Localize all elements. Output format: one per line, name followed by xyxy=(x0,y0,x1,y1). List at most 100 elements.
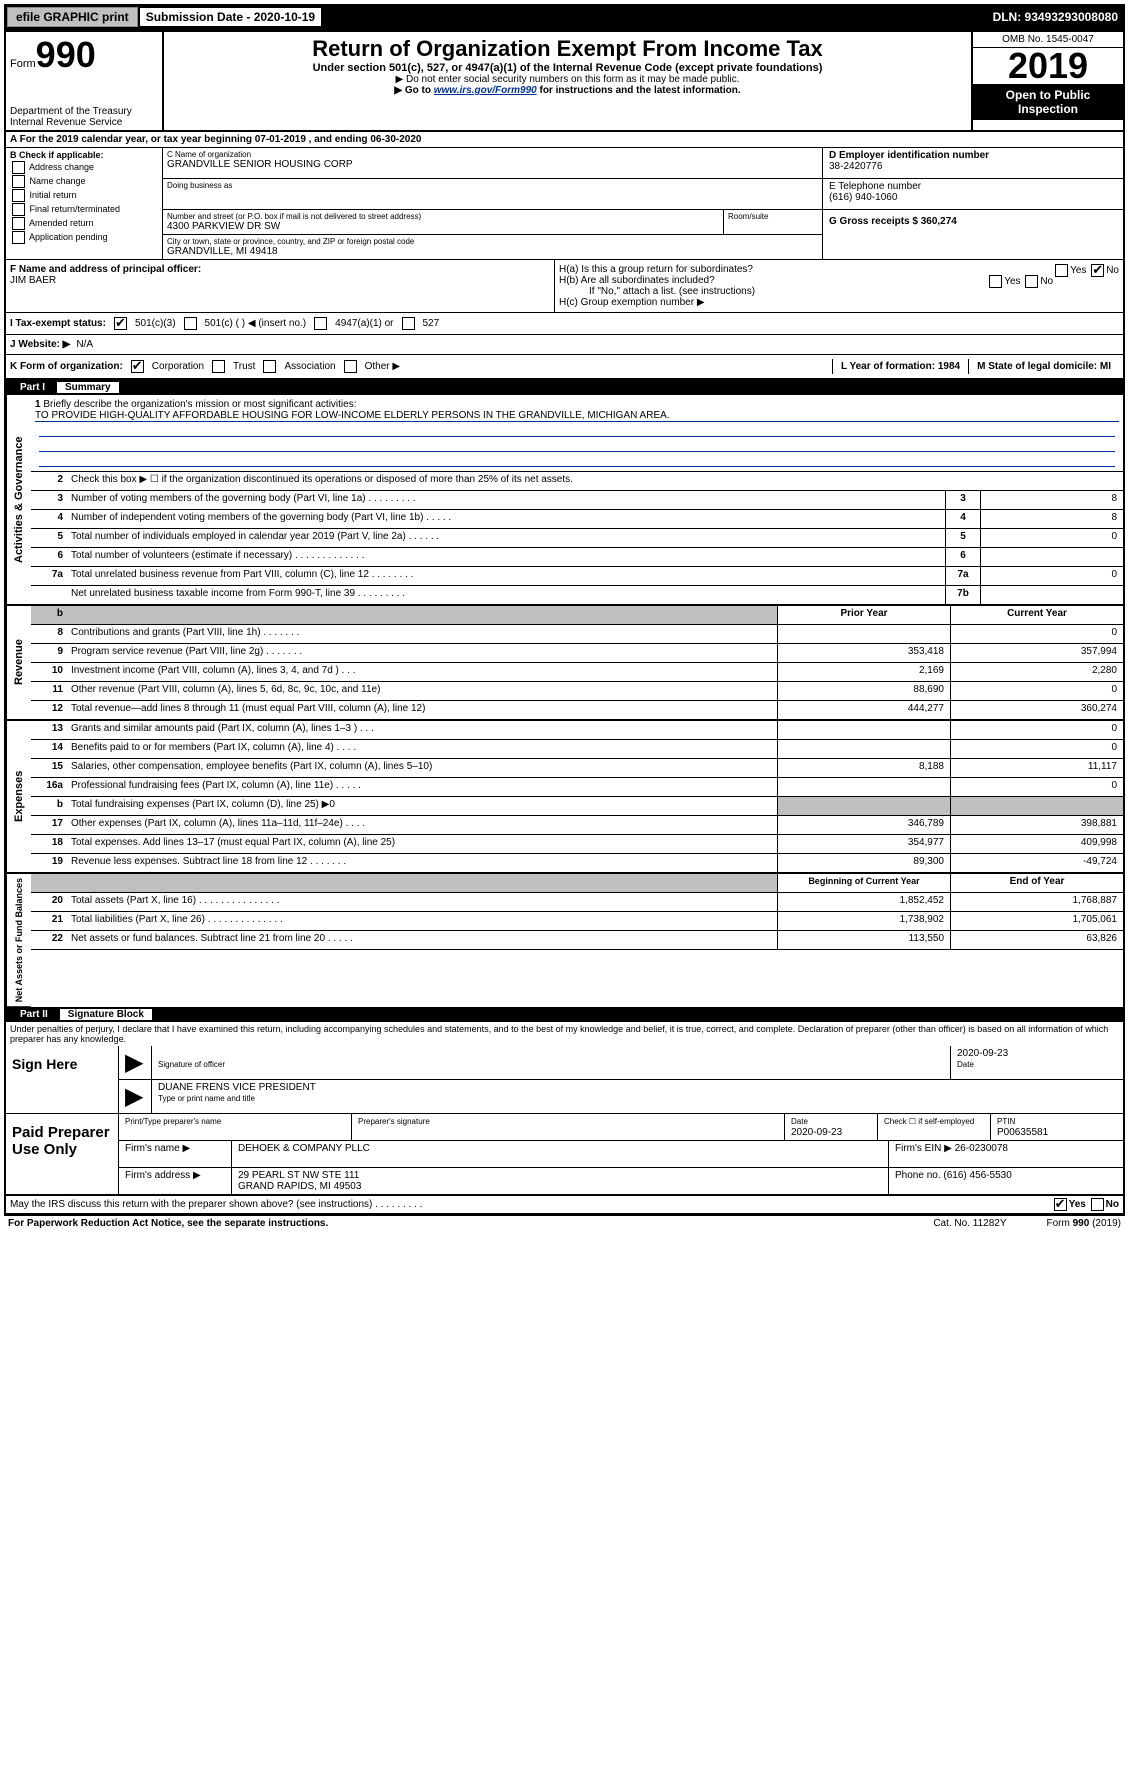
check-other[interactable] xyxy=(344,360,357,373)
current-val: 357,994 xyxy=(950,644,1123,662)
check-assoc[interactable] xyxy=(263,360,276,373)
current-val: 2,280 xyxy=(950,663,1123,681)
check-527[interactable] xyxy=(402,317,415,330)
officer-name: JIM BAER xyxy=(10,275,56,286)
firm-ein-label: Firm's EIN ▶ xyxy=(895,1143,952,1154)
current-val xyxy=(950,797,1123,815)
part2-header: Part II Signature Block xyxy=(6,1007,1123,1022)
officer-label: F Name and address of principal officer: xyxy=(10,264,201,275)
firm-addr1: 29 PEARL ST NW STE 111 xyxy=(238,1170,359,1181)
firm-name-label: Firm's name ▶ xyxy=(119,1141,232,1167)
dln: DLN: 93493293008080 xyxy=(987,8,1124,26)
check-name-change[interactable] xyxy=(12,175,25,188)
check-final[interactable] xyxy=(12,203,25,216)
tax-year: 2019 xyxy=(973,48,1123,84)
tab-governance: Activities & Governance xyxy=(6,395,31,605)
current-val: 0 xyxy=(950,682,1123,700)
check-501c3[interactable] xyxy=(114,317,127,330)
check-pending[interactable] xyxy=(12,231,25,244)
col-b-header: B Check if applicable: xyxy=(10,150,104,160)
city-label: City or town, state or province, country… xyxy=(167,237,818,246)
discuss-yes[interactable] xyxy=(1054,1198,1067,1211)
line-desc: Total liabilities (Part X, line 26) . . … xyxy=(67,912,777,930)
ptin: P00635581 xyxy=(997,1127,1048,1138)
prep-date: 2020-09-23 xyxy=(791,1127,842,1138)
hb-label: H(b) Are all subordinates included? xyxy=(559,275,715,286)
dba-label: Doing business as xyxy=(167,181,818,190)
header-current: Current Year xyxy=(950,606,1123,624)
check-initial[interactable] xyxy=(12,189,25,202)
ha-no[interactable] xyxy=(1091,264,1104,277)
efile-print-button[interactable]: efile GRAPHIC print xyxy=(7,7,138,27)
prior-val: 346,789 xyxy=(777,816,950,834)
firm-name: DEHOEK & COMPANY PLLC xyxy=(232,1141,889,1167)
tab-expenses: Expenses xyxy=(6,721,31,873)
prep-sig-label: Preparer's signature xyxy=(358,1117,430,1126)
hb-no[interactable] xyxy=(1025,275,1038,288)
paid-preparer-label: Paid Preparer Use Only xyxy=(6,1114,119,1194)
current-val: 0 xyxy=(950,721,1123,739)
label-trust: Trust xyxy=(233,361,255,372)
line-desc: Total assets (Part X, line 16) . . . . .… xyxy=(67,893,777,911)
prior-val: 89,300 xyxy=(777,854,950,872)
line-desc: Total revenue—add lines 8 through 11 (mu… xyxy=(67,701,777,719)
name-title-label: Type or print name and title xyxy=(158,1094,255,1103)
val3: 8 xyxy=(980,491,1123,509)
label-other: Other ▶ xyxy=(365,361,400,372)
check-trust[interactable] xyxy=(212,360,225,373)
street-address: 4300 PARKVIEW DR SW xyxy=(167,221,719,232)
state-domicile: M State of legal domicile: MI xyxy=(968,359,1119,374)
line-desc: Total expenses. Add lines 13–17 (must eq… xyxy=(67,835,777,853)
line-desc: Other revenue (Part VIII, column (A), li… xyxy=(67,682,777,700)
line-desc: Grants and similar amounts paid (Part IX… xyxy=(67,721,777,739)
label-527: 527 xyxy=(423,318,440,329)
label-corp: Corporation xyxy=(152,361,204,372)
discuss-no[interactable] xyxy=(1091,1198,1104,1211)
current-val: 398,881 xyxy=(950,816,1123,834)
name-label: C Name of organization xyxy=(167,150,818,159)
firm-phone-label: Phone no. xyxy=(895,1170,941,1181)
line3: Number of voting members of the governin… xyxy=(67,491,945,509)
ha-yes[interactable] xyxy=(1055,264,1068,277)
line-desc: Total fundraising expenses (Part IX, col… xyxy=(67,797,777,815)
label-final: Final return/terminated xyxy=(30,204,121,214)
prior-val: 88,690 xyxy=(777,682,950,700)
label-4947: 4947(a)(1) or xyxy=(335,318,393,329)
hb-yes[interactable] xyxy=(989,275,1002,288)
officer-printed-name: DUANE FRENS VICE PRESIDENT xyxy=(158,1082,316,1093)
firm-phone: (616) 456-5530 xyxy=(943,1170,1011,1181)
ha-label: H(a) Is this a group return for subordin… xyxy=(559,264,753,275)
line-desc: Other expenses (Part IX, column (A), lin… xyxy=(67,816,777,834)
row-k-label: K Form of organization: xyxy=(10,361,123,372)
line1-label: Briefly describe the organization's miss… xyxy=(43,399,356,410)
line-desc: Net assets or fund balances. Subtract li… xyxy=(67,931,777,949)
check-4947[interactable] xyxy=(314,317,327,330)
year-formation: L Year of formation: 1984 xyxy=(832,359,968,374)
ein: 38-2420776 xyxy=(829,161,882,172)
line-desc: Program service revenue (Part VIII, line… xyxy=(67,644,777,662)
label-501c3: 501(c)(3) xyxy=(135,318,176,329)
label-501c: 501(c) ( ) ◀ (insert no.) xyxy=(205,318,307,329)
form-container: Form990 Department of the Treasury Inter… xyxy=(4,30,1125,1216)
check-address-change[interactable] xyxy=(12,161,25,174)
room-label: Room/suite xyxy=(728,212,818,221)
irs-link[interactable]: www.irs.gov/Form990 xyxy=(434,85,537,96)
form-footer: Form 990 (2019) xyxy=(1047,1218,1121,1229)
discuss-question: May the IRS discuss this return with the… xyxy=(10,1199,422,1210)
check-amended[interactable] xyxy=(12,217,25,230)
pra-notice: For Paperwork Reduction Act Notice, see … xyxy=(8,1218,328,1229)
header-begin: Beginning of Current Year xyxy=(777,874,950,892)
phone-label: E Telephone number xyxy=(829,181,921,192)
line5: Total number of individuals employed in … xyxy=(67,529,945,547)
line-desc: Salaries, other compensation, employee b… xyxy=(67,759,777,777)
check-501c[interactable] xyxy=(184,317,197,330)
prior-val xyxy=(777,740,950,758)
mission-text: TO PROVIDE HIGH-QUALITY AFFORDABLE HOUSI… xyxy=(35,410,1119,422)
current-val: 1,705,061 xyxy=(950,912,1123,930)
line-desc: Benefits paid to or for members (Part IX… xyxy=(67,740,777,758)
irs-label: Internal Revenue Service xyxy=(10,117,158,128)
prior-val: 2,169 xyxy=(777,663,950,681)
label-address-change: Address change xyxy=(29,162,94,172)
top-bar: efile GRAPHIC print Submission Date - 20… xyxy=(4,4,1125,30)
check-corp[interactable] xyxy=(131,360,144,373)
